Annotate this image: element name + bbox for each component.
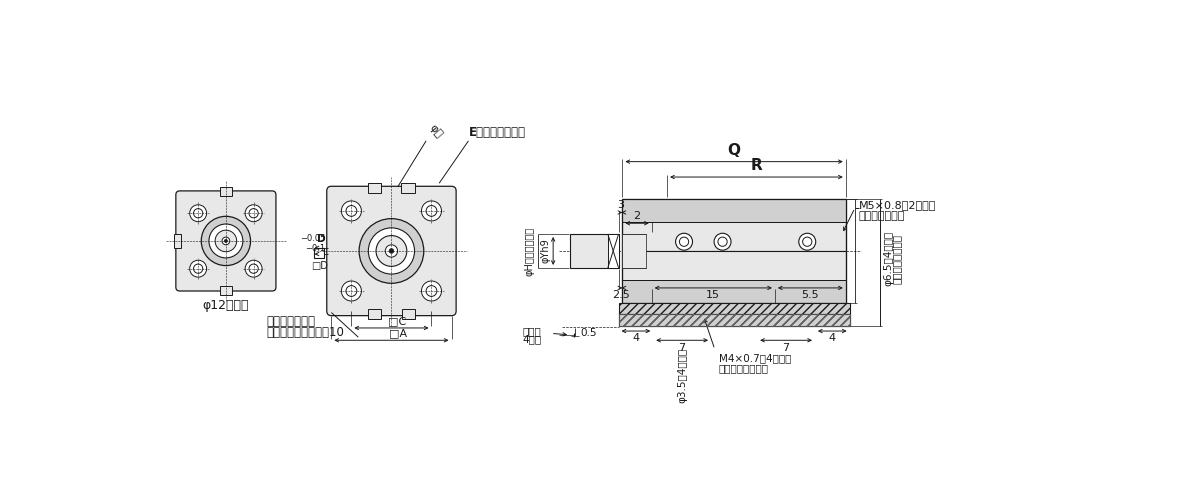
Circle shape [222, 237, 230, 245]
Circle shape [799, 233, 816, 250]
Circle shape [676, 233, 692, 250]
Circle shape [346, 286, 357, 296]
Bar [618, 314, 849, 326]
Circle shape [216, 230, 237, 252]
Circle shape [224, 240, 228, 242]
Circle shape [386, 245, 398, 257]
Text: 2.5: 2.5 [612, 290, 629, 300]
Bar [368, 183, 381, 193]
FancyBboxPatch shape [327, 186, 456, 316]
Bar [219, 187, 232, 196]
Text: 15: 15 [707, 290, 720, 300]
Bar [623, 234, 646, 268]
Text: 5.5: 5.5 [801, 290, 819, 300]
Text: φYh9: φYh9 [540, 238, 551, 264]
Circle shape [249, 208, 259, 218]
Circle shape [246, 205, 262, 222]
Circle shape [422, 201, 442, 221]
Circle shape [426, 206, 437, 216]
Text: （対面同一寸法）: （対面同一寸法） [719, 364, 769, 374]
Bar [623, 198, 846, 222]
Circle shape [189, 260, 206, 277]
Text: （対面同一寸法）: （対面同一寸法） [893, 234, 902, 283]
Circle shape [341, 201, 362, 221]
Circle shape [422, 281, 442, 301]
Text: 平座金: 平座金 [522, 326, 541, 336]
Text: □C: □C [388, 316, 407, 326]
Bar [623, 198, 846, 251]
Text: φ6.5（4ケ所）: φ6.5（4ケ所） [883, 231, 894, 286]
Text: 4ケ付: 4ケ付 [522, 334, 541, 344]
Text: オートスイッチ: オートスイッチ [266, 315, 315, 328]
Bar [570, 234, 618, 268]
Circle shape [718, 237, 727, 246]
Circle shape [679, 237, 689, 246]
Text: −0.05
−0.1: −0.05 −0.1 [300, 234, 325, 254]
Bar [623, 251, 846, 304]
Circle shape [341, 281, 362, 301]
Text: M4×0.7（4ケ所）: M4×0.7（4ケ所） [719, 354, 791, 364]
Text: φ3.5（4ケ所）: φ3.5（4ケ所） [677, 348, 688, 403]
Circle shape [368, 228, 415, 274]
Circle shape [346, 206, 357, 216]
Bar [219, 286, 232, 295]
Circle shape [194, 264, 202, 274]
Bar [618, 304, 849, 314]
Text: φ12の場合: φ12の場合 [202, 300, 249, 312]
Bar [403, 308, 415, 318]
Text: 7: 7 [782, 342, 789, 352]
Circle shape [249, 264, 259, 274]
Text: □D: □D [310, 261, 327, 271]
Bar [607, 234, 618, 268]
FancyBboxPatch shape [176, 191, 276, 291]
Text: リード線最小曲半弒10: リード線最小曲半弒10 [266, 326, 344, 340]
Bar [314, 248, 325, 258]
Bar [174, 234, 181, 248]
Bar [623, 280, 846, 303]
Bar [401, 183, 416, 193]
Circle shape [201, 216, 250, 266]
Bar [368, 308, 381, 318]
Text: Eねじ有効深さＦ: Eねじ有効深さＦ [468, 126, 526, 138]
Text: 0.5: 0.5 [580, 328, 597, 338]
Text: φH（ロッド径）: φH（ロッド径） [525, 226, 534, 276]
Circle shape [189, 205, 206, 222]
Text: 7: 7 [678, 342, 685, 352]
Circle shape [246, 260, 262, 277]
Bar [618, 314, 849, 326]
Bar [618, 314, 849, 326]
Circle shape [803, 237, 812, 246]
Text: M5×0.8（2ケ所）: M5×0.8（2ケ所） [859, 200, 936, 210]
Text: φＢ: φＢ [428, 122, 444, 140]
Text: 3: 3 [617, 200, 624, 210]
Circle shape [208, 224, 243, 258]
Circle shape [194, 208, 202, 218]
Text: D: D [316, 234, 325, 243]
Circle shape [389, 248, 394, 254]
Text: Q: Q [727, 143, 740, 158]
Text: 4: 4 [829, 334, 836, 344]
Circle shape [359, 218, 424, 284]
Circle shape [376, 236, 407, 266]
Text: （管接続口径）: （管接続口径） [859, 210, 906, 220]
Text: R: R [751, 158, 762, 173]
Text: 2: 2 [634, 211, 641, 221]
Text: □A: □A [388, 328, 406, 338]
Circle shape [714, 233, 731, 250]
Text: 4: 4 [633, 334, 640, 344]
Circle shape [426, 286, 437, 296]
